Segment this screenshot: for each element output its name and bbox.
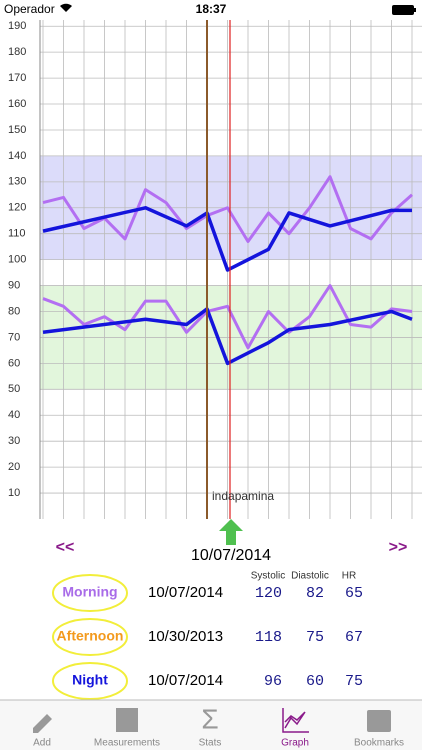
period-label[interactable]: Morning xyxy=(62,584,117,600)
battery-icon xyxy=(392,5,414,15)
y-tick-label: 150 xyxy=(8,124,26,136)
date-arrow xyxy=(219,519,243,545)
period-label[interactable]: Afternoon xyxy=(57,628,124,644)
tab-bar xyxy=(0,700,422,750)
wifi-icon xyxy=(60,3,72,13)
y-tick-label: 110 xyxy=(8,228,26,240)
stats-icon: Σ xyxy=(201,703,218,734)
row-value: 118 xyxy=(255,629,282,646)
y-tick-label: 170 xyxy=(8,72,26,84)
series-line xyxy=(42,307,413,366)
series-line xyxy=(42,206,412,272)
y-tick-label: 160 xyxy=(8,98,26,110)
column-header: Systolic xyxy=(251,571,285,582)
current-date: 10/07/2014 xyxy=(191,547,271,564)
row-value: 67 xyxy=(345,629,363,646)
y-tick-label: 190 xyxy=(8,20,26,32)
y-tick-label: 20 xyxy=(8,461,20,473)
tab-label[interactable]: Measurements xyxy=(94,738,160,749)
period-badge[interactable] xyxy=(52,574,128,612)
period-badge[interactable] xyxy=(52,662,128,700)
row-value: 75 xyxy=(306,629,324,646)
column-header: Diastolic xyxy=(291,571,329,582)
y-tick-label: 40 xyxy=(8,409,20,421)
row-value: 120 xyxy=(255,585,282,602)
row-value: 75 xyxy=(345,673,363,690)
row-value: 96 xyxy=(264,673,282,690)
bookmarks-icon xyxy=(367,710,391,732)
column-header: HR xyxy=(342,571,356,582)
y-tick-label: 130 xyxy=(8,176,26,188)
prev-button[interactable]: << xyxy=(56,539,75,556)
y-tick-label: 80 xyxy=(8,305,20,317)
row-value: 60 xyxy=(306,673,324,690)
y-tick-label: 180 xyxy=(8,46,26,58)
y-tick-label: 100 xyxy=(8,254,26,266)
tab-label[interactable]: Stats xyxy=(199,738,222,749)
row-date: 10/30/2013 xyxy=(148,628,223,645)
y-tick-label: 60 xyxy=(8,357,20,369)
y-tick-label: 30 xyxy=(8,435,20,447)
period-badge[interactable] xyxy=(52,618,128,656)
annotation: indapamina xyxy=(212,489,274,503)
add-icon xyxy=(33,714,52,733)
row-date: 10/07/2014 xyxy=(148,584,223,601)
y-tick-label: 120 xyxy=(8,202,26,214)
y-tick-label: 50 xyxy=(8,383,20,395)
period-label[interactable]: Night xyxy=(72,672,108,688)
carrier: Operador xyxy=(4,2,55,16)
y-tick-label: 90 xyxy=(8,279,20,291)
time: 18:37 xyxy=(196,2,227,16)
battery-tip xyxy=(414,8,416,12)
tab-label[interactable]: Bookmarks xyxy=(354,738,404,749)
y-tick-label: 140 xyxy=(8,150,26,162)
row-value: 82 xyxy=(306,585,324,602)
y-tick-label: 70 xyxy=(8,331,20,343)
tab-label[interactable]: Add xyxy=(33,738,51,749)
row-date: 10/07/2014 xyxy=(148,672,223,689)
series-line xyxy=(42,284,413,350)
tab-label[interactable]: Graph xyxy=(281,738,309,749)
row-value: 65 xyxy=(345,585,363,602)
graph-icon xyxy=(282,708,309,733)
y-tick-label: 10 xyxy=(8,487,20,499)
measurements-icon xyxy=(116,708,138,732)
next-button[interactable]: >> xyxy=(389,539,408,556)
